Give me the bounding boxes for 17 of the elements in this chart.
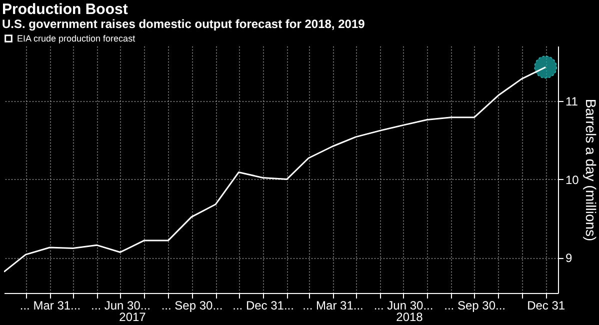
x-tick-label: Dec 31	[527, 298, 566, 312]
text: 2017	[119, 310, 146, 324]
y-tick-label: 10	[566, 172, 580, 187]
x-tick-label: ... Jun 30...	[374, 298, 434, 312]
x-tick-label: ... Sep 30...	[161, 298, 223, 312]
x-tick-label: ... Sep 30...	[444, 298, 506, 312]
chart-subtitle: U.S. government raises domestic output forecast for 2018, 2019	[2, 17, 366, 31]
x-tick-label: ... Mar 31...	[20, 298, 81, 312]
y-tick-label: 9	[566, 251, 572, 266]
legend-label: EIA crude production forecast	[17, 34, 136, 44]
chart-title: Production Boost	[2, 1, 128, 18]
y-axis-title: Barrels a day (millions)	[582, 98, 599, 242]
x-tick-label: ... Mar 31...	[302, 298, 364, 312]
x-tick-label: ... Jun 30...	[91, 298, 150, 312]
text: 2018	[396, 310, 424, 324]
y-tick-label: 11	[566, 94, 578, 108]
x-tick-label: ... Dec 31...	[232, 298, 294, 312]
